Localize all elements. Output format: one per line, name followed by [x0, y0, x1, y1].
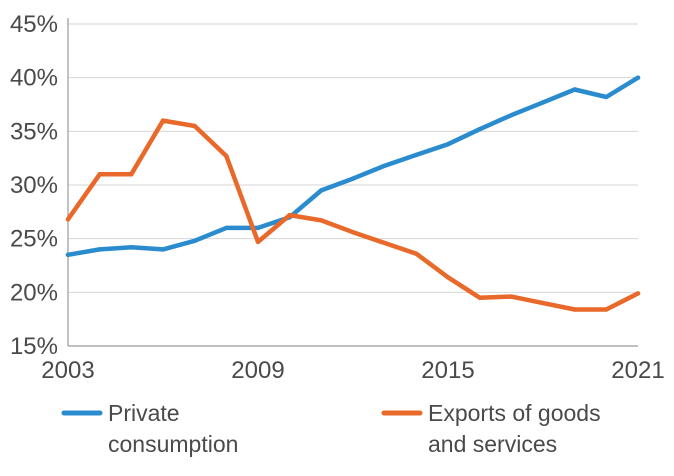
data-point [97, 172, 102, 177]
legend: Private consumption Exports of goods and se… [61, 400, 601, 457]
data-point [509, 113, 514, 118]
y-tick-label: 45% [10, 11, 58, 38]
legend-label: Private [108, 400, 180, 426]
y-tick-label: 30% [10, 172, 58, 199]
y-tick-label: 25% [10, 226, 58, 253]
data-point [445, 142, 451, 147]
y-axis-tick-labels: 15% 20% 25% 30% 35% 40% 45% [10, 11, 58, 360]
data-point [192, 238, 197, 244]
series-lines [65, 75, 641, 312]
data-point [350, 176, 356, 181]
data-point [224, 153, 229, 159]
data-point [477, 126, 482, 132]
data-point [540, 100, 546, 105]
y-tick-label: 40% [10, 65, 58, 92]
legend-label: consumption [108, 431, 238, 457]
data-point [572, 307, 577, 312]
y-tick-label: 20% [10, 279, 58, 306]
legend-label: Exports of goods [428, 400, 601, 426]
data-point [604, 307, 609, 312]
data-point [572, 87, 577, 92]
data-point [129, 172, 134, 177]
data-point [635, 291, 641, 296]
data-point [477, 295, 482, 300]
data-point [224, 225, 229, 231]
data-point [604, 94, 609, 100]
data-point [540, 300, 546, 306]
data-point [160, 118, 166, 123]
x-tick-label: 2003 [41, 357, 94, 384]
x-tick-label: 2015 [421, 357, 474, 384]
data-point [129, 245, 134, 250]
y-tick-label: 15% [10, 333, 58, 360]
data-point [509, 294, 514, 299]
data-point [255, 239, 261, 245]
data-point [319, 218, 324, 223]
data-point [382, 163, 387, 168]
legend-label: and services [428, 431, 557, 457]
data-point [160, 247, 166, 252]
gridlines [68, 23, 638, 293]
x-tick-label: 2009 [231, 357, 284, 384]
data-point [255, 225, 261, 231]
x-tick-label: 2021 [611, 357, 664, 384]
data-point [414, 251, 419, 256]
data-point [65, 252, 71, 257]
data-point [382, 240, 387, 246]
data-point [414, 152, 419, 158]
series-line-1 [65, 75, 641, 258]
axes [67, 18, 638, 347]
data-point [445, 275, 451, 280]
data-point [635, 75, 641, 80]
series-line-2 [65, 118, 641, 312]
data-point [287, 212, 292, 218]
data-point [97, 247, 102, 252]
x-axis-tick-labels: 2003 2009 2015 2021 [41, 357, 664, 384]
data-point [192, 123, 197, 129]
data-point [65, 217, 71, 222]
data-point [350, 230, 356, 235]
data-point [319, 188, 324, 193]
y-tick-label: 35% [10, 118, 58, 145]
